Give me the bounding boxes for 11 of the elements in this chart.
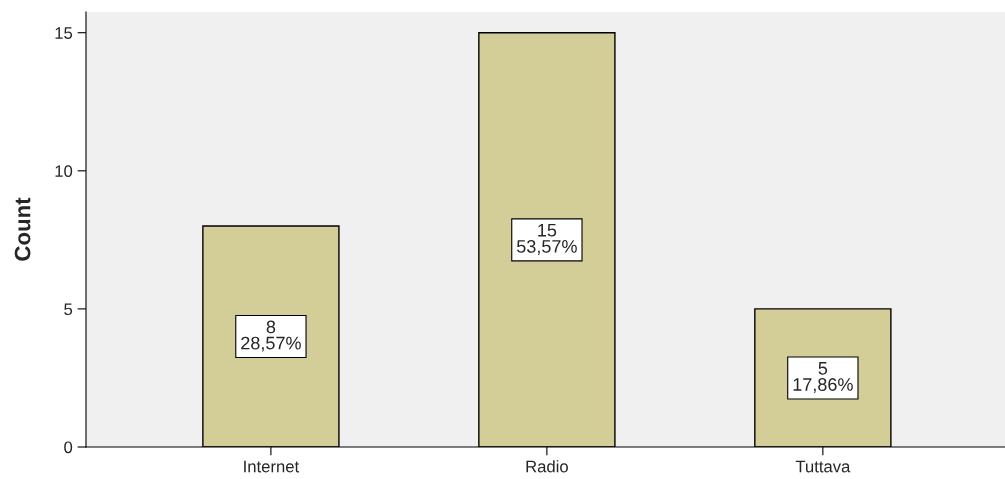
x-tick-label: Radio — [526, 460, 568, 473]
y-tick-label: 0 — [64, 441, 73, 454]
data-label: 5 17,86% — [793, 362, 853, 394]
data-label: 15 53,57% — [516, 224, 577, 255]
y-axis-title: Count — [14, 197, 31, 261]
x-tick-label: Tuttava — [795, 460, 851, 473]
x-tick-label: Internet — [244, 460, 300, 473]
data-label: 8 28,57% — [241, 320, 301, 352]
y-tick-label: 10 — [55, 165, 73, 178]
y-tick-label: 5 — [64, 303, 73, 316]
y-tick-label: 15 — [55, 27, 73, 39]
